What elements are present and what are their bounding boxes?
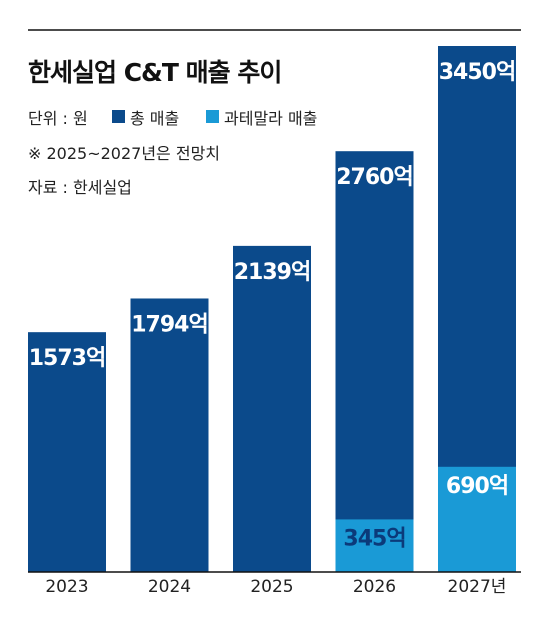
bar-guatemala-label-4: 690억 bbox=[446, 474, 508, 499]
legend-swatch-total bbox=[112, 110, 125, 123]
bar-guatemala-3 bbox=[335, 519, 414, 572]
bar-total-label-0: 1573억 bbox=[29, 346, 105, 371]
forecast-note: ※ 2025~2027년은 전망치 bbox=[28, 144, 220, 163]
legend-swatch-guatemala bbox=[206, 110, 219, 123]
unit-label: 단위 : 원 bbox=[28, 109, 88, 128]
bar-total-1 bbox=[130, 298, 209, 572]
x-tick-1: 2024 bbox=[148, 577, 191, 597]
bars-layer: 1573억 1794억 2139억 2760억 345억 3450억 690억 bbox=[28, 46, 516, 572]
bar-total-0 bbox=[28, 332, 106, 572]
bar-total-label-4: 3450억 bbox=[439, 60, 515, 85]
x-tick-labels: 2023 2024 2025 2026 2027년 bbox=[45, 577, 506, 597]
bar-total-label-1: 1794억 bbox=[131, 312, 207, 337]
bar-total-label-3: 2760억 bbox=[336, 165, 412, 190]
bar-total-label-2: 2139억 bbox=[234, 260, 310, 285]
x-tick-0: 2023 bbox=[45, 577, 88, 597]
x-tick-2: 2025 bbox=[250, 577, 293, 597]
bar-guatemala-4 bbox=[438, 466, 516, 572]
chart-title: 한세실업 C&T 매출 추이 bbox=[28, 58, 281, 87]
bar-total-2 bbox=[233, 245, 311, 572]
legend-label-total: 총 매출 bbox=[130, 109, 179, 128]
x-tick-4: 2027년 bbox=[448, 577, 507, 597]
x-tick-3: 2026 bbox=[353, 577, 396, 597]
bar-guatemala-label-3: 345억 bbox=[343, 526, 405, 551]
source-label: 자료 : 한세실업 bbox=[28, 178, 132, 197]
bar-total-3 bbox=[335, 151, 414, 572]
legend-label-guatemala: 과테말라 매출 bbox=[224, 109, 317, 128]
